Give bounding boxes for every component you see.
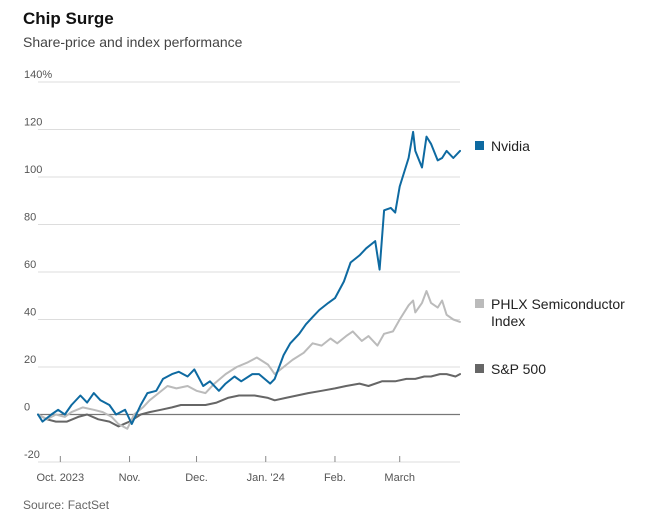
y-tick-label: 120 [24, 117, 42, 129]
series-line-phlx-semiconductor-index [37, 290, 461, 430]
legend-swatch [475, 141, 484, 150]
legend-swatch [475, 364, 484, 373]
series-line-s-p-500 [37, 373, 461, 428]
x-axis-ticks: Oct. 2023 Nov. Dec. Jan. '24 Feb. March [36, 456, 415, 484]
legend-label: Index [491, 313, 525, 329]
chart-title: Chip Surge [23, 9, 114, 28]
series-line-nvidia [37, 130, 461, 425]
series-lines [37, 130, 461, 430]
x-tick-label: Jan. '24 [247, 472, 285, 484]
y-tick-label: 80 [24, 212, 36, 224]
y-tick-label: 20 [24, 354, 36, 366]
legend-swatch [475, 299, 484, 308]
y-tick-label: 140% [24, 69, 52, 81]
y-tick-label: 60 [24, 259, 36, 271]
x-tick-label: Dec. [185, 472, 208, 484]
legend-label: Nvidia [491, 138, 530, 154]
legend-label: PHLX Semiconductor [491, 296, 625, 312]
x-tick-label: Nov. [119, 472, 141, 484]
x-tick-label: Feb. [324, 472, 346, 484]
y-tick-label: 40 [24, 307, 36, 319]
y-tick-label: 0 [24, 402, 30, 414]
y-axis-ticks: -20 0 20 40 60 80 100 120 140% [24, 69, 52, 461]
chart-subtitle: Share-price and index performance [23, 34, 243, 50]
y-tick-label: 100 [24, 164, 42, 176]
legend-label: S&P 500 [491, 361, 546, 377]
grid-lines [38, 81, 460, 463]
x-tick-label: Oct. 2023 [36, 472, 84, 484]
x-tick-label: March [384, 472, 415, 484]
source-note: Source: FactSet [23, 498, 110, 512]
y-tick-label: -20 [24, 449, 40, 461]
